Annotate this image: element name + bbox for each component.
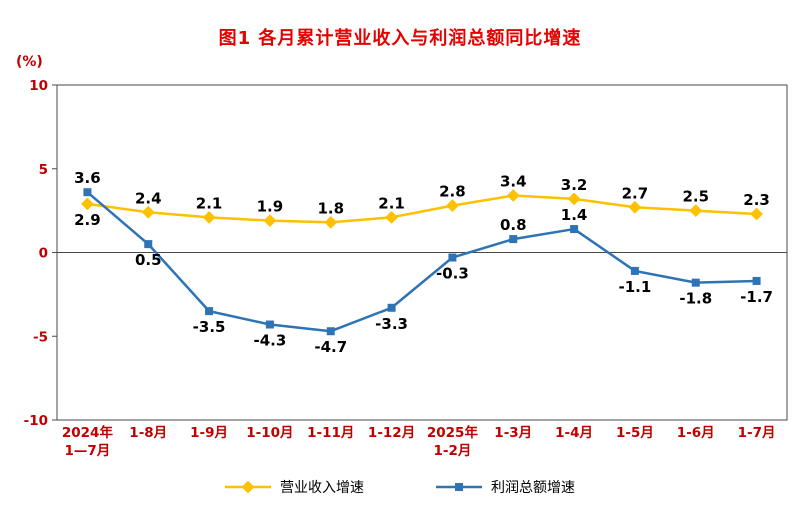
y-tick-label: 0 [39, 246, 48, 262]
data-label: 2.7 [622, 184, 649, 202]
data-label: 0.8 [500, 216, 527, 234]
x-tick-label: 1-12月 [368, 425, 415, 441]
series-marker-1 [570, 225, 579, 234]
data-label: 2.8 [439, 183, 466, 201]
data-label: -1.1 [619, 278, 652, 296]
series-marker-1 [83, 188, 92, 197]
series-marker-1 [509, 235, 518, 244]
data-label: 2.3 [743, 191, 770, 209]
x-tick-label: 2025年 [427, 424, 479, 441]
x-tick-label: 1-5月 [616, 425, 654, 441]
y-tick-label: -5 [33, 329, 48, 345]
chart-title: 图1 各月累计营业收入与利润总额同比增速 [218, 28, 582, 49]
legend-item-profit: 利润总额增速 [436, 477, 575, 497]
data-label: 2.1 [196, 194, 223, 212]
x-tick-label: 1-10月 [246, 425, 293, 441]
y-tick-label: 5 [39, 162, 48, 178]
chart-legend: 营业收入增速 利润总额增速 [0, 477, 800, 497]
series-marker-1 [265, 320, 274, 329]
series-marker-1 [387, 303, 396, 312]
series-line-0 [87, 194, 757, 224]
x-tick-label: 1-2月 [433, 443, 471, 459]
data-label: -4.7 [314, 338, 347, 356]
series-marker-1 [630, 266, 639, 275]
revenue-diamond-marker-icon [225, 480, 271, 494]
data-label: 2.5 [682, 188, 709, 206]
legend-label-profit: 利润总额增速 [491, 480, 575, 496]
series-marker-0 [324, 215, 338, 229]
series-marker-1 [448, 253, 457, 262]
series-marker-1 [205, 307, 214, 316]
series-marker-0 [567, 192, 581, 206]
series-marker-0 [689, 204, 703, 217]
data-label: -0.3 [436, 265, 469, 283]
x-tick-label: 1-4月 [555, 425, 593, 441]
data-label: 3.6 [74, 169, 101, 187]
series-marker-0 [202, 210, 216, 224]
series-marker-1 [752, 276, 761, 285]
series-line-1 [86, 191, 757, 333]
data-label: 1.8 [317, 199, 344, 217]
data-label: 1.9 [257, 198, 284, 216]
x-tick-label: 1-8月 [129, 425, 167, 441]
data-label: 2.1 [378, 194, 405, 212]
series-marker-0 [446, 199, 459, 212]
data-label: -4.3 [254, 332, 287, 350]
data-label: 1.4 [561, 206, 588, 224]
series-marker-1 [691, 278, 700, 287]
data-label: -1.8 [679, 290, 712, 308]
y-tick-label: 10 [29, 78, 48, 94]
profit-square-marker-icon [436, 480, 482, 494]
series-marker-1 [144, 240, 153, 249]
legend-item-revenue: 营业收入增速 [225, 477, 364, 497]
series-marker-0 [628, 200, 642, 214]
data-label: 2.9 [74, 211, 101, 229]
series-marker-0 [141, 205, 155, 219]
series-marker-0 [506, 189, 520, 202]
data-label: -1.7 [740, 288, 773, 306]
legend-label-revenue: 营业收入增速 [280, 480, 364, 496]
y-tick-label: -10 [24, 413, 48, 429]
data-label: 2.4 [135, 189, 162, 207]
x-tick-label: 1-3月 [494, 425, 532, 441]
series-marker-1 [326, 327, 335, 336]
series-marker-0 [385, 210, 398, 224]
series-marker-0 [81, 197, 94, 211]
series-marker-0 [750, 207, 763, 221]
x-tick-label: 1-9月 [190, 425, 228, 441]
data-label: 3.4 [500, 173, 527, 191]
data-label: 3.2 [561, 176, 588, 194]
x-tick-label: 1-6月 [677, 425, 715, 441]
y-axis-unit-label: (%) [16, 54, 43, 70]
data-label: -3.3 [375, 315, 408, 333]
x-tick-label: 1-7月 [738, 425, 776, 441]
data-label: 0.5 [135, 251, 162, 269]
data-label: -3.5 [193, 318, 226, 336]
x-tick-label: 2024年 [62, 424, 114, 441]
x-tick-label: 1-11月 [307, 425, 354, 441]
x-tick-label: 1—7月 [65, 443, 111, 459]
series-marker-0 [263, 214, 277, 228]
